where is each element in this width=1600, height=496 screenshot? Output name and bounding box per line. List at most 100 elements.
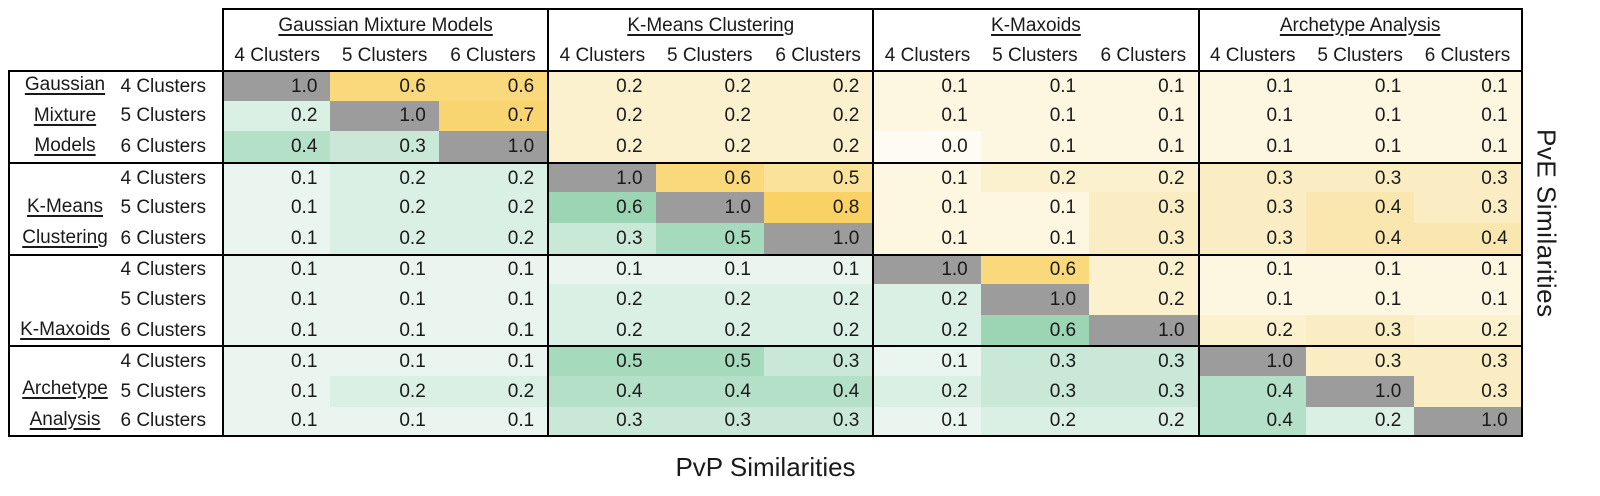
matrix-cell-r4-c2: 0.2	[438, 192, 548, 223]
matrix-cell-r4-c6: 0.1	[872, 192, 981, 223]
matrix-cell-r0-c8: 0.1	[1089, 70, 1198, 101]
matrix-cell-r7-c2: 0.1	[438, 284, 548, 315]
matrix-cell-r10-c5: 0.4	[763, 375, 873, 407]
matrix-cell-r3-c6: 0.1	[872, 161, 981, 193]
matrix-cell-r3-c2: 0.2	[438, 161, 548, 193]
row-group-label-line: Mixture	[33, 104, 97, 126]
similarity-matrix-table: Gaussian Mixture Models K-Means Clusterin…	[8, 8, 1523, 438]
matrix-cell-r9-c7: 0.3	[980, 345, 1090, 376]
matrix-cell-r8-c4: 0.2	[655, 314, 764, 346]
matrix-cell-r1-c4: 0.2	[655, 100, 764, 132]
matrix-cell-r11-c3: 0.3	[547, 406, 656, 438]
matrix-cell-r7-c10: 0.1	[1305, 284, 1415, 315]
matrix-cell-r9-c11: 0.3	[1414, 345, 1523, 376]
matrix-cell-r2-c8: 0.1	[1089, 131, 1198, 162]
matrix-cell-r11-c10: 0.2	[1305, 406, 1415, 438]
matrix-cell-r9-c0: 0.1	[222, 345, 331, 376]
matrix-cell-r1-c3: 0.2	[547, 100, 656, 132]
matrix-cell-r10-c10: 1.0	[1305, 375, 1415, 407]
matrix-cell-r6-c4: 0.1	[655, 253, 764, 285]
matrix-cell-r0-c6: 0.1	[872, 70, 981, 101]
matrix-cell-r11-c8: 0.2	[1089, 406, 1198, 438]
matrix-cell-r8-c5: 0.2	[763, 314, 873, 346]
row-group-label-line: Clustering	[22, 226, 108, 248]
matrix-cell-r3-c8: 0.2	[1089, 161, 1198, 193]
matrix-cell-r7-c1: 0.1	[330, 284, 439, 315]
row-subheader: 4 Clusters	[120, 161, 222, 193]
matrix-cell-r5-c11: 0.4	[1414, 222, 1523, 254]
matrix-cell-r4-c9: 0.3	[1197, 192, 1306, 223]
matrix-cell-r10-c9: 0.4	[1197, 375, 1306, 407]
matrix-cell-r9-c1: 0.1	[330, 345, 439, 376]
matrix-cell-r6-c2: 0.1	[438, 253, 548, 285]
matrix-cell-r0-c2: 0.6	[438, 70, 548, 101]
matrix-cell-r7-c7: 1.0	[980, 284, 1090, 315]
row-group-header: Archetype Analysis	[8, 345, 120, 438]
row-subheader: 5 Clusters	[120, 105, 206, 127]
matrix-cell-r10-c4: 0.4	[655, 375, 764, 407]
row-group-label-line: Gaussian	[24, 74, 106, 95]
row-subheader: 4 Clusters	[120, 70, 222, 101]
row-subheader: 4 Clusters	[120, 253, 222, 285]
matrix-cell-r4-c11: 0.3	[1414, 192, 1523, 223]
matrix-cell-r10-c11: 0.3	[1414, 375, 1523, 407]
row-group-label-line: Models	[34, 135, 96, 157]
matrix-cell-r9-c2: 0.1	[438, 345, 548, 376]
matrix-cell-r1-c0: 0.2	[222, 100, 331, 132]
row-subheader: 6 Clusters	[120, 407, 222, 438]
matrix-cell-r6-c10: 0.1	[1305, 253, 1415, 285]
matrix-cell-r2-c10: 0.1	[1305, 131, 1415, 162]
matrix-cell-r2-c4: 0.2	[655, 131, 764, 162]
matrix-cell-r11-c1: 0.1	[330, 406, 439, 438]
matrix-cell-r1-c5: 0.2	[763, 100, 873, 132]
matrix-cell-r1-c8: 0.1	[1089, 100, 1198, 132]
col-group-label: Gaussian Mixture Models	[278, 14, 493, 36]
matrix-cell-r9-c4: 0.5	[655, 345, 764, 376]
matrix-cell-r8-c11: 0.2	[1414, 314, 1523, 346]
matrix-cell-r4-c7: 0.1	[980, 192, 1090, 223]
matrix-cell-r9-c6: 0.1	[872, 345, 981, 376]
col-subheader: 5 Clusters	[992, 44, 1078, 66]
matrix-cell-r7-c4: 0.2	[655, 284, 764, 315]
matrix-cell-r9-c8: 0.3	[1089, 345, 1198, 376]
matrix-cell-r2-c6: 0.0	[872, 131, 981, 162]
col-subheader: 4 Clusters	[547, 40, 655, 70]
matrix-cell-r9-c3: 0.5	[547, 345, 656, 376]
matrix-cell-r10-c3: 0.4	[547, 375, 656, 407]
col-subheader: 5 Clusters	[666, 44, 753, 66]
matrix-cell-r5-c7: 0.1	[980, 222, 1090, 254]
matrix-cell-r8-c2: 0.1	[438, 314, 548, 346]
matrix-cell-r0-c9: 0.1	[1197, 70, 1306, 101]
matrix-cell-r2-c5: 0.2	[763, 131, 873, 162]
matrix-cell-r6-c3: 0.1	[547, 253, 656, 285]
matrix-cell-r8-c0: 0.1	[222, 314, 331, 346]
matrix-cell-r4-c3: 0.6	[547, 192, 656, 223]
matrix-cell-r5-c10: 0.4	[1305, 222, 1415, 254]
col-group-label: Archetype Analysis	[1279, 14, 1441, 36]
matrix-cell-r0-c10: 0.1	[1305, 70, 1415, 101]
row-subheader: 4 Clusters	[120, 345, 222, 376]
matrix-cell-r5-c4: 0.5	[655, 222, 764, 254]
matrix-cell-r4-c8: 0.3	[1089, 192, 1198, 223]
row-subheader: 5 Clusters	[120, 380, 206, 402]
col-subheader: 4 Clusters	[222, 40, 330, 70]
matrix-cell-r11-c0: 0.1	[222, 406, 331, 438]
matrix-cell-r5-c2: 0.2	[438, 222, 548, 254]
col-group-header: Archetype Analysis	[1197, 8, 1523, 40]
matrix-cell-r1-c1: 1.0	[330, 100, 439, 132]
col-subheader: 6 Clusters	[1100, 44, 1187, 66]
col-group-header: K-Maxoids	[872, 8, 1198, 40]
matrix-cell-r11-c6: 0.1	[872, 406, 981, 438]
matrix-cell-r1-c11: 0.1	[1414, 100, 1523, 132]
matrix-cell-r7-c0: 0.1	[222, 284, 331, 315]
matrix-cell-r2-c1: 0.3	[330, 131, 439, 162]
matrix-cell-r8-c9: 0.2	[1197, 314, 1306, 346]
matrix-cell-r8-c8: 1.0	[1089, 314, 1198, 346]
matrix-cell-r6-c6: 1.0	[872, 253, 981, 285]
matrix-cell-r11-c9: 0.4	[1197, 406, 1306, 438]
row-group-label-line: Archetype	[22, 377, 108, 399]
row-subheader: 6 Clusters	[120, 227, 206, 249]
matrix-cell-r2-c2: 1.0	[438, 131, 548, 162]
matrix-cell-r5-c1: 0.2	[330, 222, 439, 254]
bottom-axis-label: PvP Similarities	[675, 452, 856, 482]
